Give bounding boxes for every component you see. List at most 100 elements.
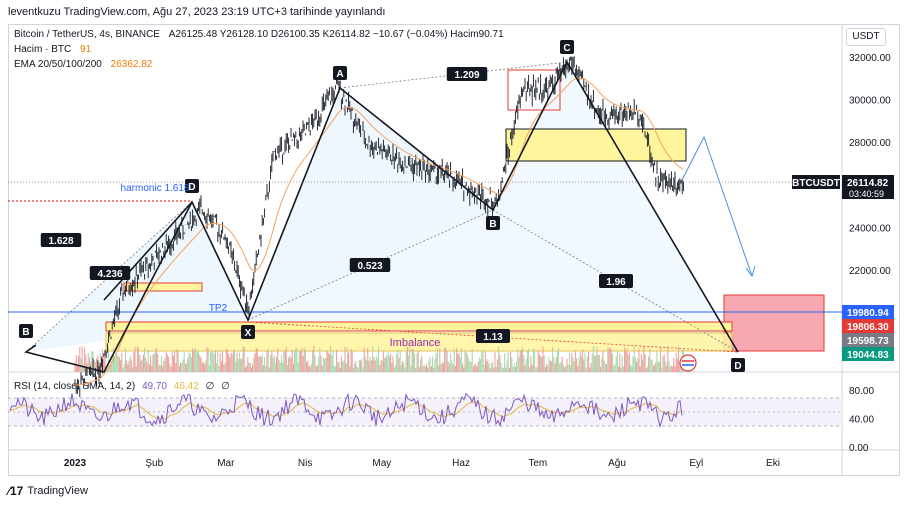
- ratio-label-bg: [40, 233, 82, 247]
- xa-connector: [25, 201, 193, 353]
- tradingview-logo-text: TradingView: [27, 485, 88, 497]
- ratio-label-bg: [476, 329, 510, 343]
- pattern-fill-xbd: [248, 210, 738, 352]
- xb-connector: [247, 209, 494, 321]
- y-tick-label: 32000.00: [849, 53, 891, 64]
- flag-icon-ring: [679, 354, 697, 372]
- x-tick-label: Tem: [528, 458, 547, 469]
- pattern-point-bg: [333, 66, 347, 80]
- rsi-extra-1: ∅: [205, 381, 215, 392]
- ema-line: [75, 77, 684, 386]
- last-price-bg: [842, 175, 894, 199]
- ratio-label-bg: [446, 67, 488, 81]
- top-box[interactable]: [507, 69, 561, 111]
- ratio-label: 4.236: [97, 269, 122, 280]
- x-tick-label: Mar: [217, 458, 235, 469]
- ratio-label: 1.628: [48, 236, 73, 247]
- x-tick-label: 2023: [64, 458, 87, 469]
- rsi-value: 49.70: [141, 381, 167, 392]
- level-badge-text: 19980.94: [847, 308, 889, 319]
- rsi-legend[interactable]: RSI (14, close, SMA, 14, 2) 49.70 46.42 …: [14, 381, 230, 392]
- pattern-point-label: A: [336, 69, 343, 80]
- volume-value: 91: [80, 44, 92, 55]
- y-tick-label: 30000.00: [849, 96, 891, 107]
- price-badge[interactable]: 19044.83: [842, 347, 894, 361]
- tradingview-logo[interactable]: ⁄17 TradingView: [8, 484, 88, 498]
- x-tick-label: Eki: [766, 458, 780, 469]
- level-badge-bg: [842, 305, 894, 319]
- level-badge-text: 19598.73: [847, 336, 889, 347]
- y-tick-label: 28000.00: [849, 138, 891, 149]
- projection-line: [681, 135, 753, 277]
- symbol-badge-bg: [792, 175, 840, 189]
- x-tick-label: Eyl: [689, 458, 703, 469]
- harmonic-pattern-legs[interactable]: [24, 60, 739, 373]
- target-zone[interactable]: [723, 294, 825, 352]
- x-tick-label: Nis: [298, 458, 312, 469]
- ohlc-values: A26125.48 Y26128.10 D26100.35 K26114.82 …: [168, 29, 504, 40]
- rsi-line: [9, 392, 683, 429]
- pattern-point-label: B: [489, 219, 496, 230]
- y-tick-label: 24000.00: [849, 223, 891, 234]
- last-price-text: 26114.82: [847, 178, 889, 189]
- price-candles: [74, 56, 684, 398]
- projection-arrowhead: [745, 265, 756, 278]
- ema-value: 26362.82: [110, 59, 153, 70]
- pattern-point-bg: [560, 40, 574, 54]
- volume-bars: [74, 346, 684, 372]
- ema-label: EMA 20/50/100/200: [14, 59, 102, 70]
- pattern-point-label: D: [734, 361, 741, 372]
- pattern-point-bg: [486, 216, 500, 230]
- ratio-label: 1.96: [606, 277, 626, 288]
- x-tick-label: Şub: [145, 458, 163, 469]
- price-badge[interactable]: 19980.94: [842, 305, 894, 319]
- ratio-label-bg: [89, 266, 131, 280]
- rsi-label: RSI (14, close, SMA, 14, 2): [14, 381, 136, 392]
- x-tick-label: Haz: [452, 458, 470, 469]
- pattern-point-bg: [19, 324, 33, 338]
- ema-legend[interactable]: EMA 20/50/100/200 26362.82: [14, 59, 152, 70]
- supply-zone[interactable]: [505, 128, 687, 162]
- ratio-label: 1.209: [454, 70, 479, 81]
- fib-label: harmonic 1.618: [121, 183, 190, 194]
- ratio-label-bg: [349, 258, 391, 272]
- rsi-tick-label: 80.00: [849, 386, 874, 397]
- pattern-point-label: B: [22, 327, 29, 338]
- rsi-sma-line: [9, 401, 683, 420]
- fib-label: TP2: [209, 303, 228, 314]
- level-badge-bg: [842, 347, 894, 361]
- rsi-sma-value: 46.42: [173, 381, 199, 392]
- symbol-legend[interactable]: Bitcoin / TetherUS, 4s, BINANCE A26125.4…: [14, 29, 504, 40]
- leg-small: [103, 201, 193, 301]
- volume-label: Hacim · BTC: [14, 44, 72, 55]
- countdown-text: 03:40:59: [849, 189, 884, 199]
- level-badge-text: 19806.30: [847, 322, 889, 333]
- pattern-point-bg: [731, 358, 745, 372]
- ratio-label: 1.13: [483, 332, 503, 343]
- level-badge-bg: [842, 333, 894, 347]
- pattern-point-label: X: [245, 328, 252, 339]
- ratio-label-bg: [599, 274, 633, 288]
- x-tick-label: May: [372, 458, 391, 469]
- level-badge-bg: [842, 319, 894, 333]
- tradingview-logo-icon: ⁄17: [8, 484, 24, 498]
- pattern-point-bg: [185, 179, 199, 193]
- zone-label: Imbalance: [390, 337, 441, 349]
- y-tick-label: 22000.00: [849, 266, 891, 277]
- volume-legend[interactable]: Hacim · BTC 91: [14, 44, 91, 55]
- rsi-tick-label: 40.00: [849, 415, 874, 426]
- x-tick-label: Ağu: [608, 458, 626, 469]
- price-badge[interactable]: 19806.30: [842, 319, 894, 333]
- small-zone[interactable]: [123, 282, 203, 292]
- publish-header: leventkuzu TradingView.com, Ağu 27, 2023…: [8, 6, 386, 18]
- symbol-name: Bitcoin / TetherUS, 4s, BINANCE: [14, 29, 160, 40]
- rsi-tick-label: 0.00: [849, 443, 869, 454]
- ratio-label: 0.523: [357, 261, 382, 272]
- price-badge[interactable]: 19598.73: [842, 333, 894, 347]
- symbol-badge-text: BTCUSDT: [792, 178, 840, 189]
- currency-button[interactable]: USDT: [846, 28, 886, 46]
- imbalance-zone-top[interactable]: [105, 321, 733, 332]
- flag-icon[interactable]: [679, 354, 697, 372]
